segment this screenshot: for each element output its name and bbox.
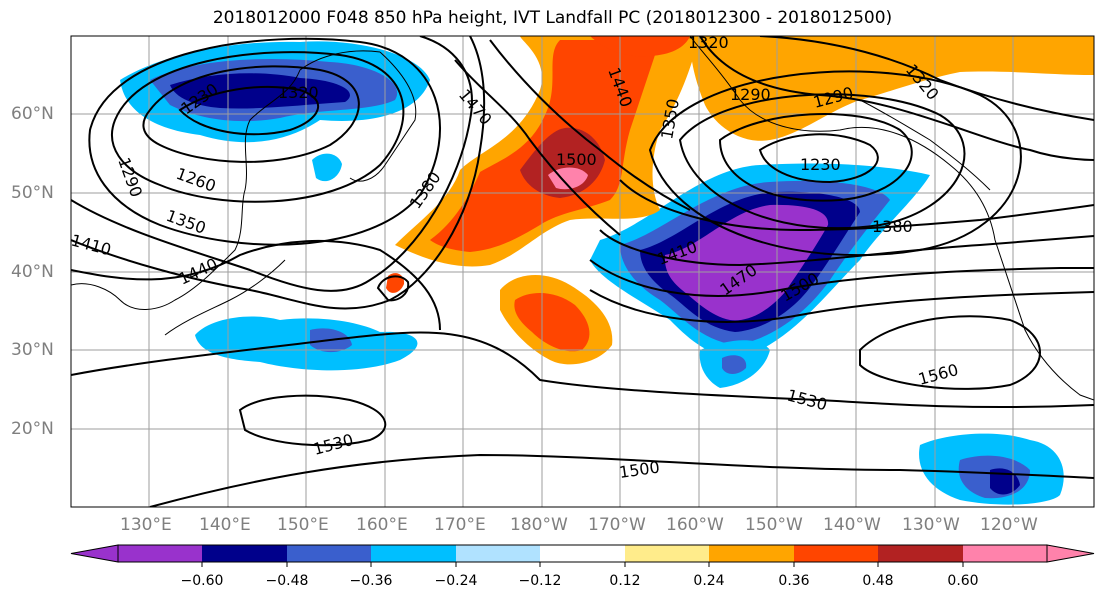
contour-1500-e: [589, 289, 1094, 323]
colorbar-tick-label: −0.24: [434, 573, 478, 589]
contour-label: 1320: [688, 33, 729, 52]
lat-label-50n: 50°N: [11, 183, 54, 203]
colorbar-tick-label: 0.48: [862, 573, 894, 589]
lon-label-130e: 130°E: [120, 515, 172, 535]
colorbar-tick-label: −0.36: [349, 573, 393, 589]
colorbar-outline: [117, 544, 1048, 563]
positive-anomaly-central-max: [548, 167, 588, 190]
negative-anomaly-small: [312, 153, 342, 182]
colorbar-extend-min: [70, 544, 119, 563]
colorbar-segment: [709, 545, 794, 562]
lon-label-160e: 160°E: [356, 515, 408, 535]
colorbar-segment: [794, 545, 878, 562]
coast-north-america: [689, 36, 1094, 401]
map-panel: 1320 1290 1260 1230 1290 1350 1410 1440 …: [71, 33, 1094, 507]
colorbar-segment: [625, 545, 709, 562]
colorbar-segment: [456, 545, 540, 562]
lat-lon-grid: [71, 36, 1094, 507]
lon-label-140e: 140°E: [199, 515, 251, 535]
contour-low-w-inner: [178, 85, 320, 136]
negative-anomaly-okhotsk-max: [170, 73, 350, 109]
coastlines: [71, 36, 1094, 401]
lon-label-130w: 130°W: [902, 515, 960, 535]
contour-1500: [489, 39, 691, 211]
lon-label-150w: 150°W: [745, 515, 803, 535]
contour-low-e-2: [718, 113, 913, 202]
figure-title: 2018012000 F048 850 hPa height, IVT Land…: [212, 8, 893, 28]
colorbar-segment: [118, 545, 202, 562]
contour-low-w-5: [71, 36, 473, 292]
colorbar-tick-label: −0.60: [180, 573, 224, 589]
lon-label-140w: 140°W: [823, 515, 881, 535]
contour-label: 1380: [872, 217, 913, 236]
colorbar-tick-label: 0.60: [947, 573, 979, 589]
lon-label-150e: 150°E: [277, 515, 329, 535]
colorbar-tick-label: −0.12: [518, 573, 562, 589]
contour-low-w-2: [142, 65, 360, 163]
positive-anomaly-south-core: [514, 293, 590, 352]
colorbar-tick-label: −0.48: [265, 573, 309, 589]
colorbar-tick-label: 0.24: [693, 573, 725, 589]
coast-asia: [71, 50, 381, 310]
contour-label: 1230: [800, 155, 841, 174]
negative-anomaly-hawaii-core: [722, 355, 747, 374]
positive-anomaly-alaska-red: [590, 36, 690, 57]
lat-label-30n: 30°N: [11, 340, 54, 360]
contour-1350-ne: [699, 36, 1094, 161]
map-frame: [70, 35, 1095, 508]
colorbar-segment: [287, 545, 371, 562]
coast-alaska-peninsula: [859, 99, 991, 191]
lat-label-60n: 60°N: [11, 104, 54, 124]
colorbar-extend-max: [1046, 544, 1095, 563]
colorbar-tick-label: 0.12: [609, 573, 641, 589]
contour-1530: [71, 331, 1094, 409]
contour-low-w-4: [88, 37, 441, 246]
contour-label: 1500: [556, 150, 597, 169]
contour-1530-low: [238, 394, 387, 447]
lon-label-170w: 170°W: [588, 515, 646, 535]
contour-1470: [454, 59, 621, 236]
colorbar-segment: [202, 545, 287, 562]
coast-kamchatka: [349, 51, 417, 182]
lat-label-20n: 20°N: [11, 419, 54, 439]
contour-1410: [599, 229, 1094, 267]
contour-low-e-4: [648, 70, 1022, 257]
contour-label: 1320: [278, 83, 319, 102]
contour-1500-south: [149, 453, 1094, 507]
contour-low-e-3: [678, 93, 966, 230]
lon-label-170e: 170°E: [434, 515, 486, 535]
colorbar-segment: [371, 545, 456, 562]
contour-low-w-3: [111, 51, 405, 203]
lon-label-120w: 120°W: [980, 515, 1038, 535]
contour-1320-ne: [759, 36, 1094, 121]
coast-japan: [164, 259, 286, 336]
colorbar-segment: [963, 545, 1047, 562]
colorbar-tick-label: 0.36: [778, 573, 810, 589]
lat-label-40n: 40°N: [11, 262, 54, 282]
colorbar: [70, 544, 1095, 567]
colorbar-segment: [540, 545, 625, 562]
contour-1470-e: [589, 259, 1094, 297]
lon-label-180w: 180°W: [510, 515, 568, 535]
contour-closed-low-small: [376, 275, 410, 302]
lon-label-160w: 160°W: [666, 515, 724, 535]
height-contours: [71, 36, 1094, 507]
contour-1440: [71, 239, 441, 331]
colorbar-segment: [878, 545, 963, 562]
positive-anomaly-alaska: [690, 36, 1094, 141]
contour-label: 1290: [730, 85, 771, 104]
positive-anomaly-small: [386, 273, 405, 293]
contour-1560: [859, 315, 1041, 390]
contour-low-e-inner: [758, 133, 879, 184]
negative-anomaly-ne-pacific-max: [664, 204, 829, 321]
contour-1380: [619, 179, 1094, 232]
